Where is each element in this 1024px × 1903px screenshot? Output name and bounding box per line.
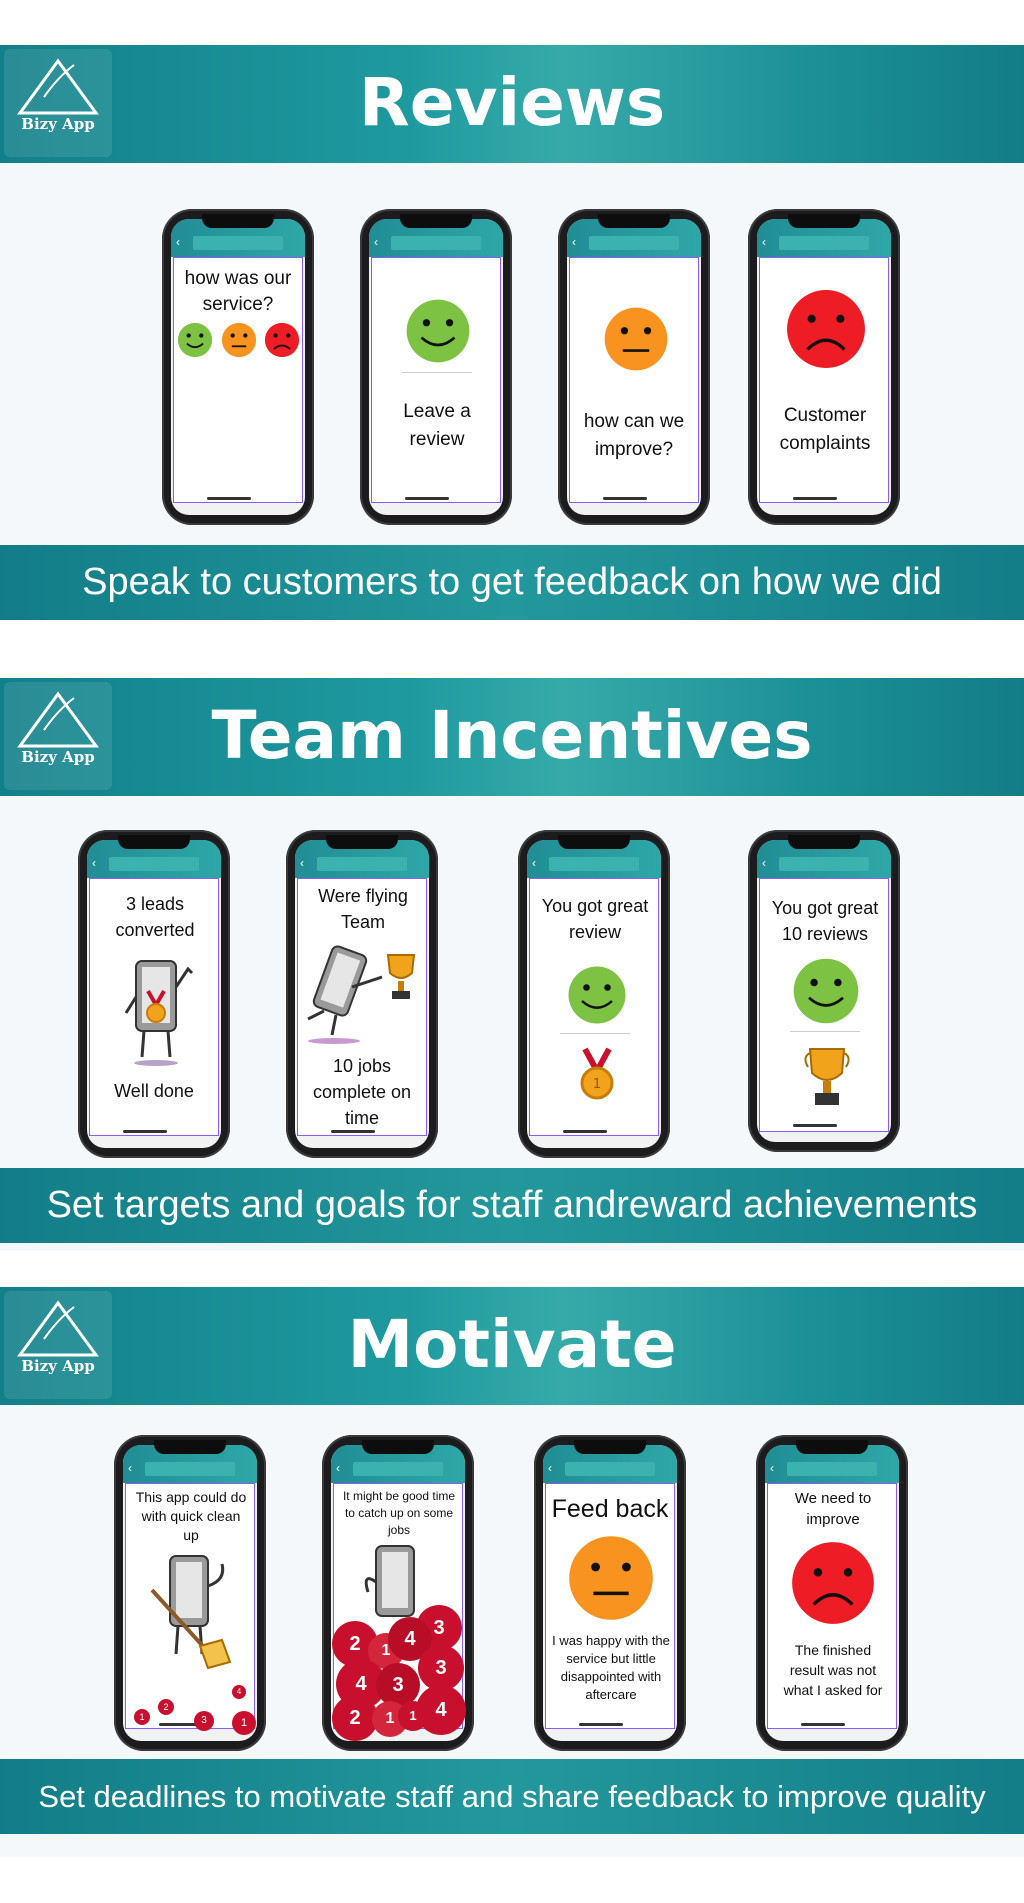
ball: 1 — [134, 1709, 150, 1725]
neutral-face-icon — [604, 307, 668, 371]
section-title: Motivate — [347, 1306, 677, 1383]
triangle-logo-icon — [17, 1300, 99, 1357]
phone-screen: Feed back I was happy with the service b… — [545, 1483, 675, 1729]
phone-mockup: ‹ You got great 10 reviews — [748, 830, 900, 1152]
phone-screen: You got great review 1 — [529, 878, 659, 1136]
section-caption: Set deadlines to motivate staff and shar… — [0, 1759, 1024, 1834]
back-arrow-icon[interactable]: ‹ — [762, 235, 766, 249]
phone-screen: Leave a review — [371, 257, 501, 503]
back-arrow-icon[interactable]: ‹ — [300, 856, 304, 870]
happy-face-icon — [406, 299, 470, 363]
reviews-header: Bizy App Reviews — [0, 45, 1024, 163]
ball: 2 — [158, 1699, 174, 1715]
bizy-app-logo: Bizy App — [4, 49, 112, 157]
sad-face-icon[interactable] — [264, 322, 300, 358]
ball: 3 — [194, 1711, 214, 1731]
triangle-logo-icon — [17, 58, 99, 115]
phone-mockup: ‹ This app could do with quick clean up — [114, 1435, 266, 1751]
happy-face-icon — [793, 958, 859, 1024]
phone-screen: how can we improve? — [569, 257, 699, 503]
back-arrow-icon[interactable]: ‹ — [770, 1461, 774, 1475]
phone-mockup: ‹ Were flying Team 10 jobs complete on t… — [286, 830, 438, 1158]
phone-text: Well done — [114, 1081, 194, 1101]
phone-text: You got great 10 reviews — [771, 898, 879, 944]
sad-face-icon — [792, 1542, 874, 1624]
phone-screen: how was our service? — [173, 257, 303, 503]
phone-mockup: ‹ We need to improve The finished result… — [756, 1435, 908, 1751]
phone-text: We need to improve — [794, 1490, 872, 1528]
triangle-logo-icon — [17, 691, 99, 748]
bizy-app-logo: Bizy App — [4, 682, 112, 790]
back-arrow-icon[interactable]: ‹ — [92, 856, 96, 870]
phone-character-medal-icon — [124, 960, 194, 1066]
phone-screen: Customer complaints — [759, 257, 889, 503]
phone-text: Were flying Team — [318, 886, 408, 932]
phone-text: The finished result was not what I asked… — [783, 1642, 883, 1698]
phone-text: Leave a review — [403, 401, 471, 450]
neutral-face-icon[interactable] — [221, 322, 257, 358]
ball: 2 — [332, 1695, 378, 1741]
phone-text: 10 jobs complete on time — [312, 1056, 412, 1128]
trophy-icon — [804, 1048, 850, 1105]
happy-face-icon — [568, 966, 626, 1024]
neutral-face-icon — [569, 1536, 653, 1620]
phone-mockup: ‹ Customer complaints — [748, 209, 900, 525]
back-arrow-icon[interactable]: ‹ — [128, 1461, 132, 1475]
team-incentives-section: Bizy App Team Incentives ‹ 3 leads conve… — [0, 678, 1024, 1251]
phone-character-overwhelmed-icon — [364, 1545, 415, 1617]
team-incentives-header: Bizy App Team Incentives — [0, 678, 1024, 796]
logo-text: Bizy App — [21, 1357, 95, 1375]
phone-mockup: ‹ 3 leads converted Well done — [78, 830, 230, 1158]
back-arrow-icon[interactable]: ‹ — [176, 235, 180, 249]
phone-text: This app could do with quick clean up — [135, 1489, 247, 1543]
phone-text: how can we improve? — [583, 411, 685, 460]
logo-text: Bizy App — [21, 115, 95, 133]
phone-screen: 3 leads converted Well done — [89, 878, 219, 1136]
back-arrow-icon[interactable]: ‹ — [548, 1461, 552, 1475]
motivate-section: Bizy App Motivate ‹ This app could do wi… — [0, 1287, 1024, 1857]
medal-icon: 1 — [580, 1047, 614, 1100]
section-caption: Set targets and goals for staff andrewar… — [0, 1168, 1024, 1243]
phone-text: I was happy with the service but little … — [552, 1633, 670, 1702]
ball: 4 — [232, 1685, 246, 1699]
phone-text: Feed back — [551, 1495, 669, 1523]
phone-mockup: ‹ You got great review 1 — [518, 830, 670, 1158]
back-arrow-icon[interactable]: ‹ — [374, 235, 378, 249]
back-arrow-icon[interactable]: ‹ — [762, 856, 766, 870]
ball: 1 — [232, 1711, 256, 1735]
section-title: Team Incentives — [211, 697, 813, 774]
bizy-app-logo: Bizy App — [4, 1291, 112, 1399]
phone-mockup: ‹ Feed back I was happy with the service… — [534, 1435, 686, 1751]
phone-text: how was our service? — [184, 268, 292, 315]
happy-face-icon[interactable] — [177, 322, 213, 358]
section-caption: Speak to customers to get feedback on ho… — [0, 545, 1024, 620]
section-title: Reviews — [358, 64, 666, 141]
reviews-section: Bizy App Reviews ‹ how was our service? … — [0, 45, 1024, 620]
phone-screen: We need to improve The finished result w… — [767, 1483, 897, 1729]
phone-character-broom-icon — [150, 1555, 232, 1670]
phone-mockup: ‹ how can we improve? — [558, 209, 710, 525]
back-arrow-icon[interactable]: ‹ — [572, 235, 576, 249]
logo-text: Bizy App — [21, 748, 95, 766]
phone-mockup: ‹ Leave a review — [360, 209, 512, 525]
phone-text: 3 leads converted — [115, 894, 195, 940]
ball: 4 — [416, 1685, 466, 1735]
sad-face-icon — [787, 290, 865, 368]
back-arrow-icon[interactable]: ‹ — [532, 856, 536, 870]
ball: 3 — [376, 1663, 420, 1707]
phone-screen: You got great 10 reviews — [759, 878, 889, 1132]
phone-character-trophy-icon — [307, 945, 416, 1044]
phone-mockup: ‹ how was our service? — [162, 209, 314, 525]
phone-screen: Were flying Team 10 jobs complete on tim… — [297, 878, 427, 1136]
ball: 3 — [418, 1645, 464, 1691]
phone-text: You got great review — [541, 896, 649, 942]
svg-text:1: 1 — [593, 1077, 601, 1092]
motivate-header: Bizy App Motivate — [0, 1287, 1024, 1405]
phone-text: Customer complaints — [779, 405, 871, 454]
phone-text: It might be good time to catch up on som… — [342, 1489, 456, 1537]
back-arrow-icon[interactable]: ‹ — [336, 1461, 340, 1475]
